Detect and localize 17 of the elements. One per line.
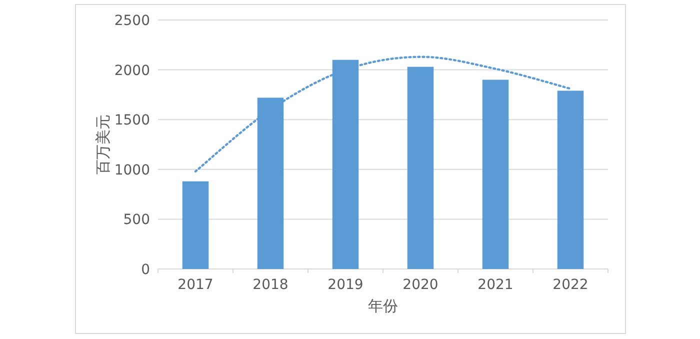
bar	[407, 66, 434, 269]
y-tick-label: 1000	[114, 162, 150, 178]
x-tick-label: 2019	[328, 277, 364, 293]
x-tick-label: 2020	[402, 277, 438, 293]
y-tick-label: 500	[123, 212, 150, 228]
bar	[182, 181, 209, 269]
y-axis-title: 百万美元	[94, 114, 112, 174]
y-tick-label: 1500	[114, 112, 150, 129]
x-tick-label: 2018	[252, 277, 288, 293]
y-tick-label: 2000	[114, 62, 150, 79]
x-tick-label: 2022	[552, 277, 588, 293]
x-tick-label: 2017	[178, 277, 214, 293]
y-tick-label: 0	[141, 262, 150, 278]
y-tick-label: 2500	[114, 13, 150, 29]
x-tick-label: 2021	[478, 277, 514, 293]
x-axis-title: 年份	[368, 297, 398, 315]
bar	[482, 80, 509, 269]
